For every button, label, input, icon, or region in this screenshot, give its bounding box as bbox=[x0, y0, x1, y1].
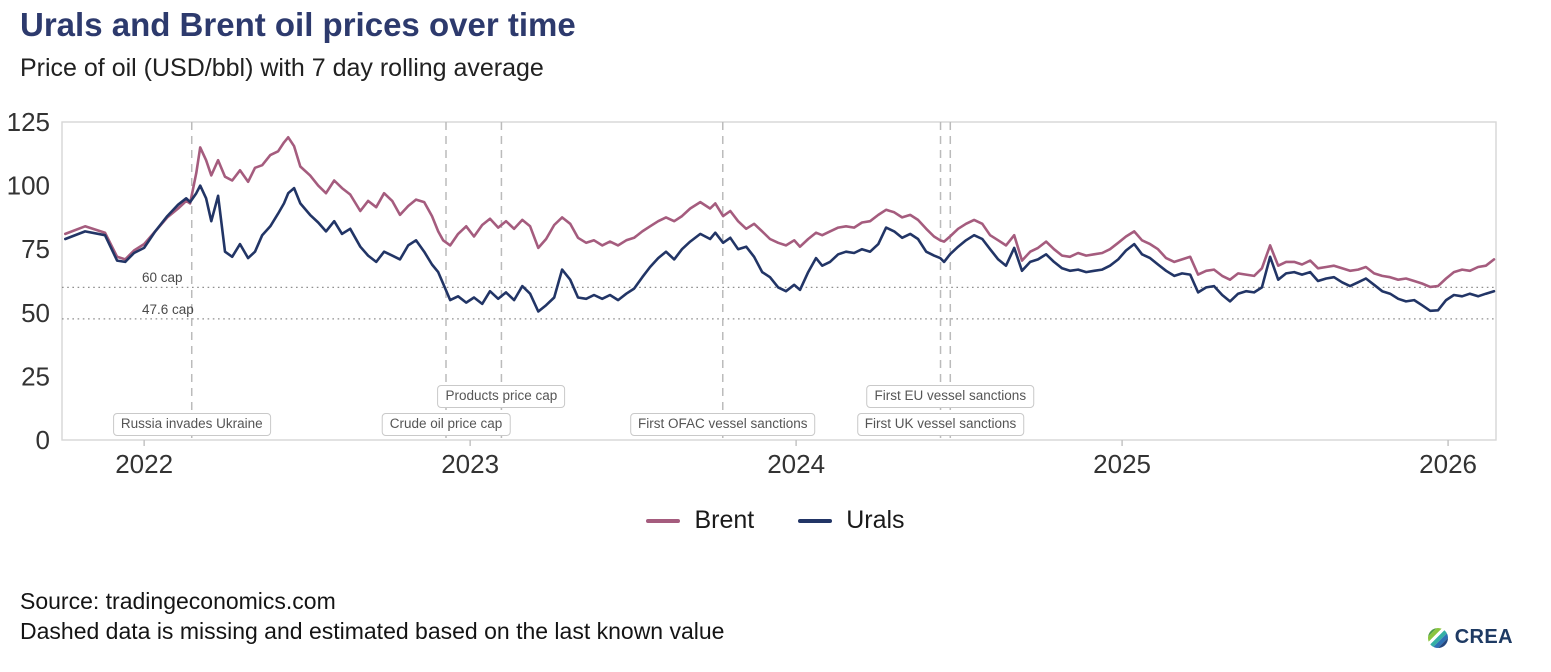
y-tick-label: 75 bbox=[21, 234, 50, 264]
urals-line-swatch bbox=[798, 518, 833, 523]
urals-series-line bbox=[64, 184, 1496, 313]
brent-line-swatch bbox=[646, 518, 681, 523]
x-tick-label: 2022 bbox=[115, 449, 173, 479]
x-tick-label: 2023 bbox=[441, 449, 499, 479]
page-subtitle: Price of oil (USD/bbl) with 7 day rollin… bbox=[20, 54, 544, 82]
legend-label-brent: Brent bbox=[694, 506, 755, 534]
crea-logo-text: CREA bbox=[1454, 626, 1513, 648]
legend: Brent Urals bbox=[0, 506, 1551, 535]
y-tick-label: 100 bbox=[7, 171, 50, 201]
x-tick-label: 2025 bbox=[1093, 449, 1151, 479]
x-tick-label: 2026 bbox=[1419, 449, 1477, 479]
footer: Source: tradingeconomics.com Dashed data… bbox=[20, 586, 724, 647]
legend-item-urals: Urals bbox=[798, 506, 905, 535]
x-tick-label: 2024 bbox=[767, 449, 825, 479]
brent-series-line bbox=[64, 136, 1496, 289]
legend-item-brent: Brent bbox=[646, 506, 754, 535]
y-tick-label: 25 bbox=[21, 361, 50, 391]
source-text: Source: tradingeconomics.com bbox=[20, 588, 336, 614]
legend-label-urals: Urals bbox=[846, 506, 905, 534]
crea-logo: CREA bbox=[1426, 626, 1513, 649]
plot-border bbox=[61, 121, 1497, 441]
y-tick-label: 125 bbox=[7, 107, 50, 137]
crea-logo-icon bbox=[1426, 626, 1449, 649]
y-tick-label: 0 bbox=[36, 425, 50, 455]
page-title: Urals and Brent oil prices over time bbox=[20, 6, 576, 43]
y-tick-label: 50 bbox=[21, 298, 50, 328]
footnote-text: Dashed data is missing and estimated bas… bbox=[20, 618, 725, 645]
